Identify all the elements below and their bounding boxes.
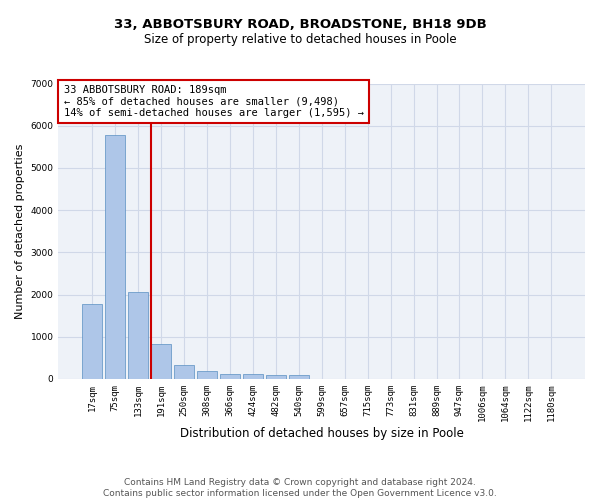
Bar bbox=[82, 304, 102, 379]
Text: Size of property relative to detached houses in Poole: Size of property relative to detached ho… bbox=[143, 32, 457, 46]
Bar bbox=[151, 344, 171, 379]
Bar bbox=[220, 374, 239, 379]
Text: 33 ABBOTSBURY ROAD: 189sqm
← 85% of detached houses are smaller (9,498)
14% of s: 33 ABBOTSBURY ROAD: 189sqm ← 85% of deta… bbox=[64, 85, 364, 118]
Bar bbox=[197, 370, 217, 379]
Text: Contains HM Land Registry data © Crown copyright and database right 2024.
Contai: Contains HM Land Registry data © Crown c… bbox=[103, 478, 497, 498]
Y-axis label: Number of detached properties: Number of detached properties bbox=[15, 144, 25, 319]
Bar bbox=[106, 135, 125, 379]
Bar bbox=[289, 376, 308, 379]
Text: 33, ABBOTSBURY ROAD, BROADSTONE, BH18 9DB: 33, ABBOTSBURY ROAD, BROADSTONE, BH18 9D… bbox=[113, 18, 487, 30]
X-axis label: Distribution of detached houses by size in Poole: Distribution of detached houses by size … bbox=[180, 427, 464, 440]
Bar bbox=[243, 374, 263, 379]
Bar bbox=[128, 292, 148, 379]
Bar bbox=[266, 375, 286, 379]
Bar bbox=[174, 364, 194, 379]
